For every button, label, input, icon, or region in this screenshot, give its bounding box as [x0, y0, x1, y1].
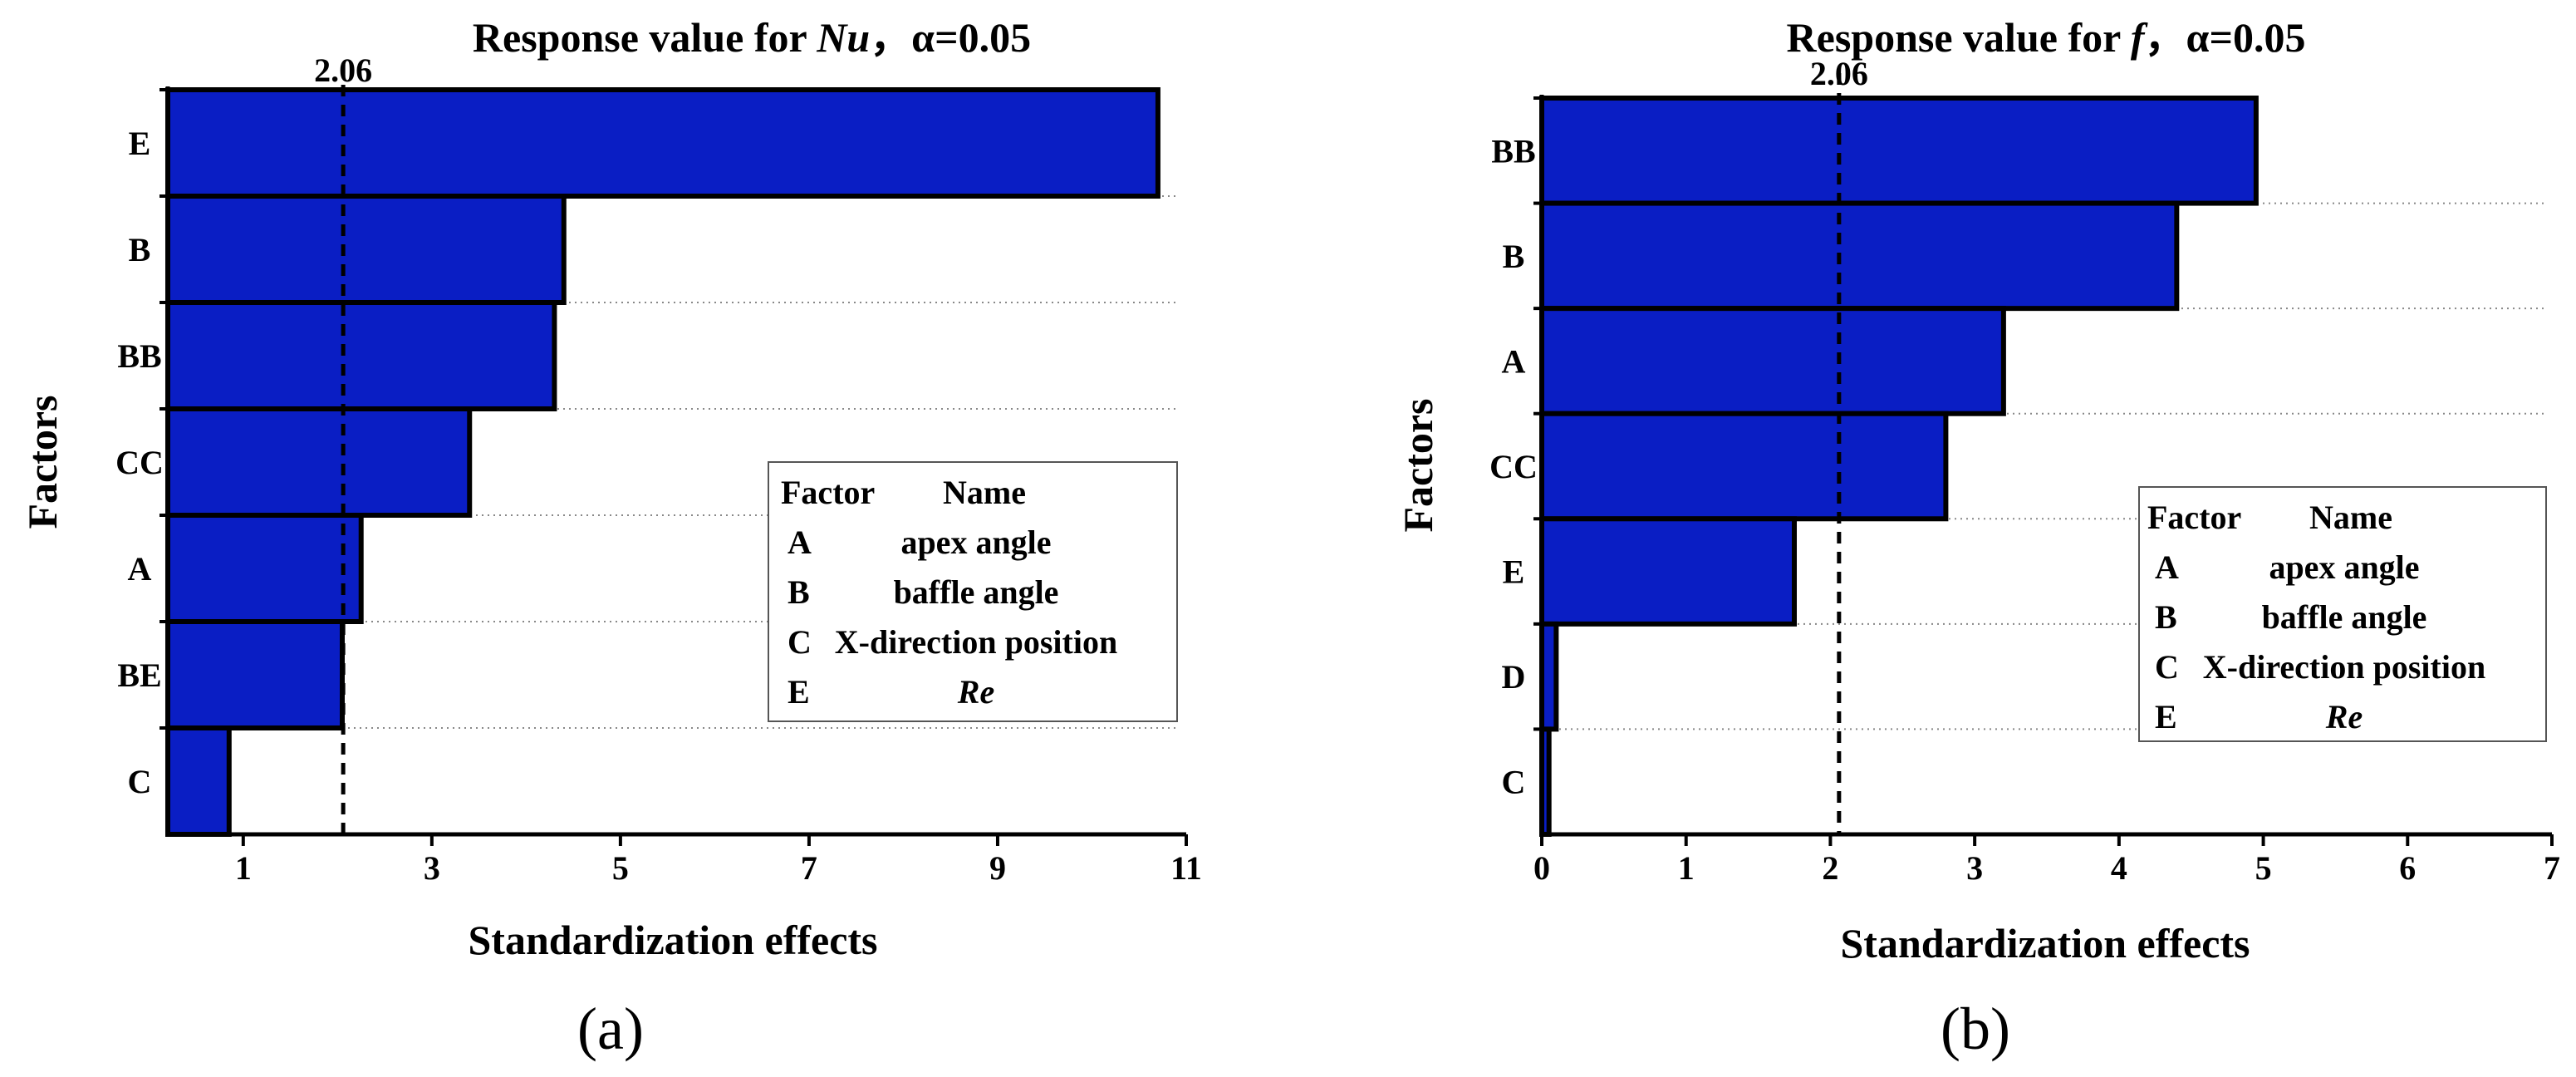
legend-name: baffle angle: [894, 573, 1059, 611]
x-tick-label: 3: [424, 849, 440, 887]
category-label: E: [129, 125, 151, 162]
x-tick-label: 0: [1533, 849, 1550, 887]
bar-be: [165, 619, 346, 730]
legend-name: Re: [957, 673, 994, 711]
legend-key: B: [2155, 598, 2177, 636]
category-label: BB: [1491, 132, 1535, 170]
category-label: B: [1503, 238, 1525, 275]
category-label: CC: [115, 444, 164, 481]
legend-name: X-direction position: [835, 623, 1117, 661]
bar-a: [165, 513, 364, 624]
x-tick-label: 5: [2255, 849, 2272, 887]
legend-header-name: Name: [943, 474, 1026, 511]
legend-key: C: [788, 623, 812, 661]
x-tick-label: 3: [1966, 849, 1983, 887]
bar-cc: [165, 406, 473, 518]
category-label: D: [1502, 658, 1526, 696]
legend-key: E: [2155, 698, 2177, 735]
bar-d: [1539, 621, 1559, 732]
bar-e: [1539, 516, 1797, 627]
bar-c: [165, 725, 232, 837]
y-axis-title: Factors: [1395, 398, 1441, 532]
x-tick-label: 5: [612, 849, 629, 887]
legend: Factor Name A apex angle B baffle angle C X-dir…: [2138, 486, 2547, 742]
x-tick-label: 2: [1822, 849, 1838, 887]
x-tick-label: 7: [801, 849, 817, 887]
bar-b: [1539, 200, 2180, 312]
x-tick-label: 4: [2111, 849, 2127, 887]
legend: Factor Name A apex angle B baffle angle C X-dir…: [768, 461, 1178, 722]
threshold-label: 2.06: [314, 52, 372, 89]
chart-title: Response value for Nu，α=0.05: [473, 14, 1031, 61]
legend-name: apex angle: [2269, 548, 2419, 586]
legend-name: apex angle: [900, 524, 1051, 561]
legend-key: A: [2155, 548, 2179, 586]
chart-title-prefix: Response value for: [1787, 14, 2131, 61]
panel-label: (b): [1941, 996, 2010, 1062]
x-tick-label: 6: [2399, 849, 2416, 887]
chart-title: Response value for f，α=0.05: [1787, 14, 2306, 61]
bar-a: [1539, 306, 2006, 416]
category-label: A: [128, 550, 152, 588]
chart-title-variable: f: [2131, 14, 2148, 61]
legend-key: A: [788, 524, 812, 561]
x-tick-label: 11: [1170, 849, 1202, 887]
legend-name: Re: [2325, 698, 2363, 735]
legend-header-factor: Factor: [2147, 499, 2241, 536]
bar-e: [165, 87, 1160, 199]
x-axis-title: Standardization effects: [469, 917, 878, 963]
category-label: B: [129, 231, 151, 268]
legend-name: baffle angle: [2262, 598, 2427, 636]
threshold-label: 2.06: [1810, 55, 1868, 92]
category-label: A: [1502, 342, 1526, 380]
legend-header-factor: Factor: [781, 474, 875, 511]
chart-title-variable: Nu: [816, 14, 870, 61]
category-label: C: [1502, 764, 1526, 801]
bar-bb: [165, 300, 557, 411]
x-tick-label: 9: [989, 849, 1006, 887]
legend-key: E: [788, 673, 810, 711]
category-label: C: [128, 763, 152, 800]
legend-name: X-direction position: [2203, 648, 2485, 686]
bar-bb: [1539, 96, 2259, 206]
category-label: BE: [117, 657, 161, 694]
chart-title-prefix: Response value for: [473, 14, 817, 61]
legend-key: B: [788, 573, 810, 611]
legend-box: [2138, 486, 2547, 742]
category-label: E: [1503, 553, 1525, 591]
y-axis-title: Factors: [19, 395, 66, 529]
category-label: BB: [117, 337, 161, 375]
x-tick-label: 1: [1678, 849, 1695, 887]
x-tick-label: 1: [235, 849, 252, 887]
legend-box: [768, 461, 1178, 722]
bar-b: [165, 194, 567, 305]
chart-title-suffix: ，α=0.05: [2145, 14, 2306, 61]
panel-label: (a): [577, 996, 644, 1062]
x-axis-title: Standardization effects: [1841, 920, 2250, 966]
legend-key: C: [2155, 648, 2179, 686]
category-label: CC: [1489, 448, 1538, 485]
chart-title-suffix: ，α=0.05: [870, 14, 1031, 61]
x-tick-label: 7: [2544, 849, 2560, 887]
legend-header-name: Name: [2309, 499, 2392, 536]
bar-cc: [1539, 411, 1949, 522]
